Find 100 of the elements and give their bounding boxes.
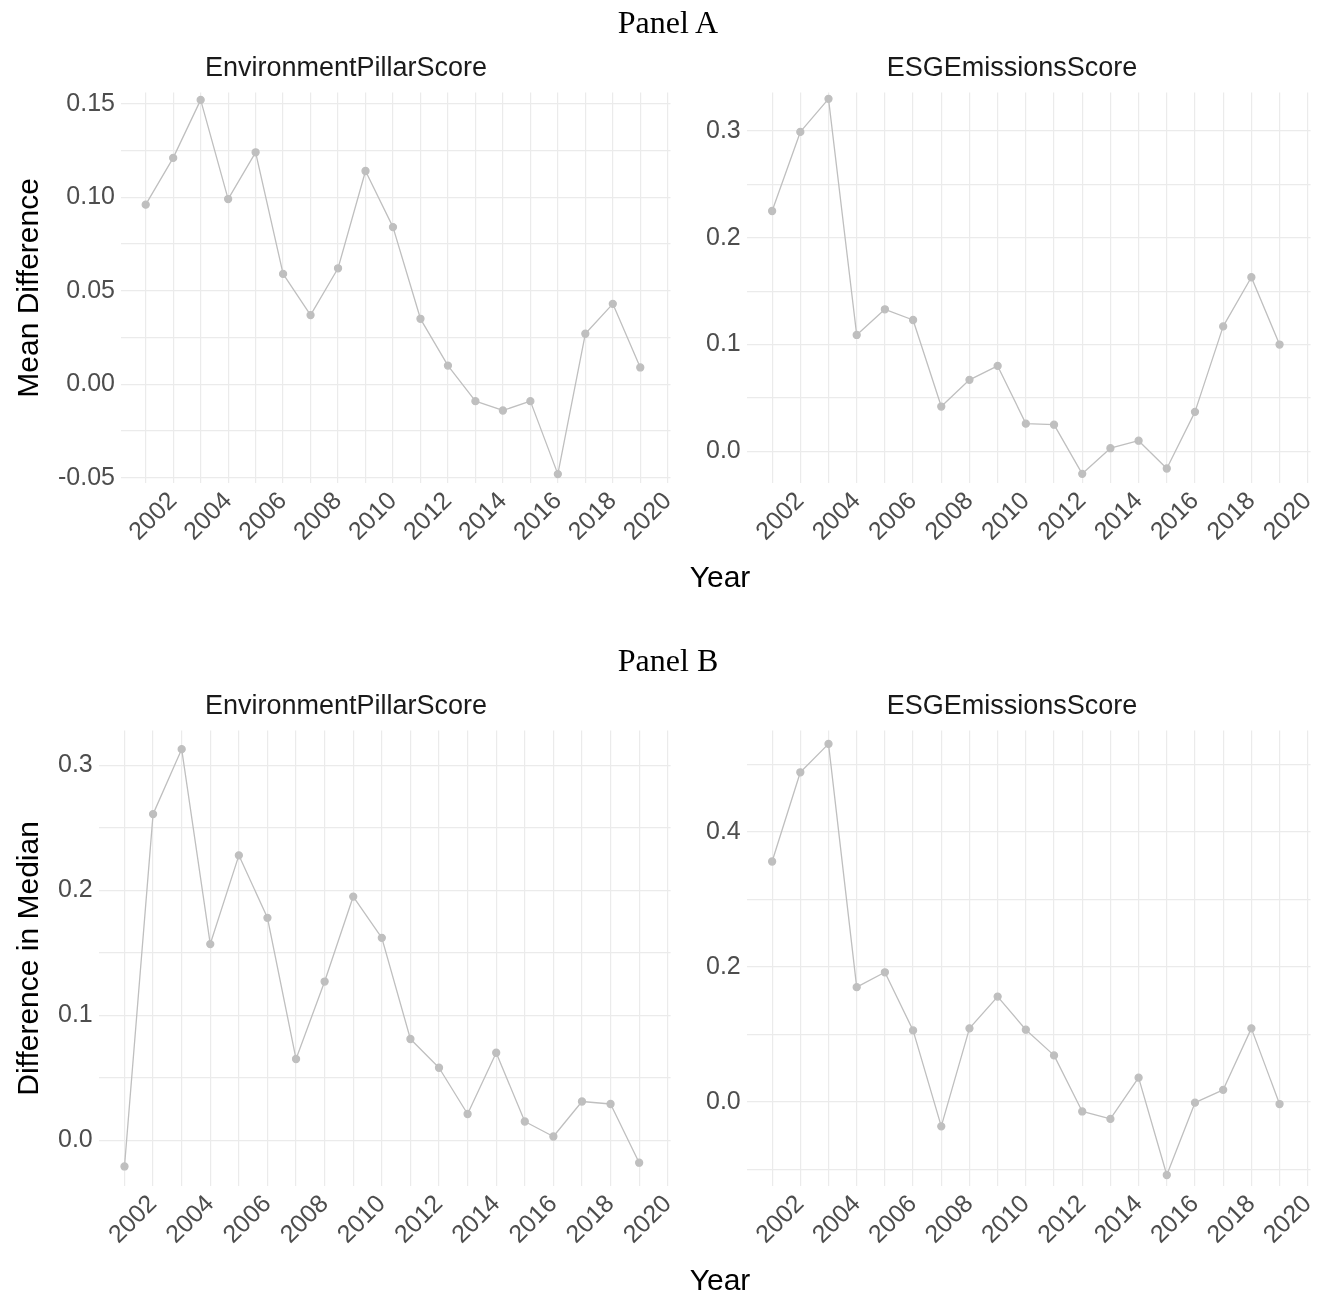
point <box>1106 444 1115 453</box>
chart-subtitle: EnvironmentPillarScore <box>204 689 488 720</box>
point <box>1078 1107 1087 1116</box>
point <box>1219 322 1228 331</box>
point <box>141 200 150 209</box>
point <box>852 983 861 992</box>
chart-subtitle: EnvironmentPillarScore <box>204 51 488 82</box>
point <box>767 206 777 216</box>
point <box>263 913 272 922</box>
y-tick-label: 0.0 <box>705 435 741 464</box>
point <box>223 194 233 204</box>
point <box>1275 340 1284 349</box>
point <box>824 739 833 749</box>
point <box>549 1132 558 1141</box>
y-tick-label: 0.4 <box>705 815 741 844</box>
point <box>498 406 508 415</box>
point <box>636 363 645 372</box>
point <box>635 1158 644 1167</box>
point <box>965 375 974 384</box>
point <box>993 992 1002 1001</box>
point <box>1275 1099 1284 1109</box>
point <box>1162 1170 1171 1180</box>
point <box>880 968 890 977</box>
point <box>824 94 833 103</box>
y-tick-label: 0.3 <box>57 749 93 778</box>
point <box>1106 1114 1115 1124</box>
y-tick-label: -0.05 <box>58 461 115 490</box>
point <box>251 148 260 157</box>
point <box>1134 436 1143 445</box>
y-tick-label: 0.05 <box>66 274 115 303</box>
y-axis-title: Difference in Median <box>11 821 45 1096</box>
point <box>169 153 178 163</box>
point <box>120 1162 129 1171</box>
point <box>443 361 453 370</box>
point <box>1021 1025 1030 1034</box>
y-tick-label: 0.1 <box>57 999 93 1028</box>
point <box>234 851 244 860</box>
point <box>349 892 358 901</box>
point <box>1190 1098 1200 1107</box>
point <box>767 857 777 866</box>
point <box>1049 1051 1059 1060</box>
point <box>852 330 861 340</box>
point <box>388 222 398 232</box>
point <box>526 396 535 406</box>
point <box>1021 419 1030 428</box>
point <box>608 299 617 308</box>
point <box>1219 1085 1228 1094</box>
point <box>880 305 890 314</box>
point <box>965 1024 974 1033</box>
point <box>1247 273 1256 282</box>
point <box>416 314 425 323</box>
point <box>937 402 946 411</box>
point <box>463 1109 472 1119</box>
point <box>1134 1073 1143 1082</box>
point <box>206 939 215 949</box>
y-tick-label: 0.3 <box>705 114 741 143</box>
point <box>148 809 158 819</box>
chart-title: Panel B <box>616 642 720 679</box>
y-tick-label: 0.2 <box>705 950 741 979</box>
point <box>320 977 329 986</box>
point <box>1049 420 1059 429</box>
y-tick-label: 0.10 <box>66 181 115 210</box>
point <box>577 1097 587 1106</box>
point <box>553 469 562 479</box>
y-tick-label: 0.00 <box>66 368 115 397</box>
point <box>333 264 343 273</box>
point <box>471 396 480 406</box>
point <box>492 1048 501 1057</box>
x-axis-title: Year <box>688 1263 752 1297</box>
point <box>278 269 288 279</box>
point <box>361 166 370 176</box>
point <box>377 933 386 942</box>
y-tick-label: 0.2 <box>57 874 93 903</box>
chart-title: Panel A <box>616 4 720 41</box>
point <box>196 95 205 105</box>
point <box>1162 464 1171 473</box>
y-tick-label: 0.2 <box>705 221 741 250</box>
y-tick-label: 0.1 <box>705 328 741 357</box>
point <box>796 768 805 777</box>
point <box>581 329 590 338</box>
y-axis-title: Mean Difference <box>11 178 45 398</box>
point <box>291 1054 301 1064</box>
y-tick-label: 0.0 <box>57 1124 93 1153</box>
point <box>177 744 186 754</box>
point <box>406 1034 415 1044</box>
y-tick-label: 0.0 <box>705 1085 741 1114</box>
point <box>306 310 315 320</box>
x-axis-title: Year <box>688 560 752 594</box>
point <box>1190 407 1200 417</box>
point <box>1247 1024 1256 1033</box>
point <box>434 1063 444 1072</box>
point <box>993 361 1002 371</box>
point <box>908 315 918 325</box>
point <box>606 1099 615 1109</box>
chart-subtitle: ESGEmissionsScore <box>886 51 1138 82</box>
point <box>1078 469 1087 478</box>
chart-subtitle: ESGEmissionsScore <box>886 689 1138 720</box>
y-tick-label: 0.15 <box>66 87 115 116</box>
point <box>520 1117 529 1126</box>
point <box>796 127 805 137</box>
